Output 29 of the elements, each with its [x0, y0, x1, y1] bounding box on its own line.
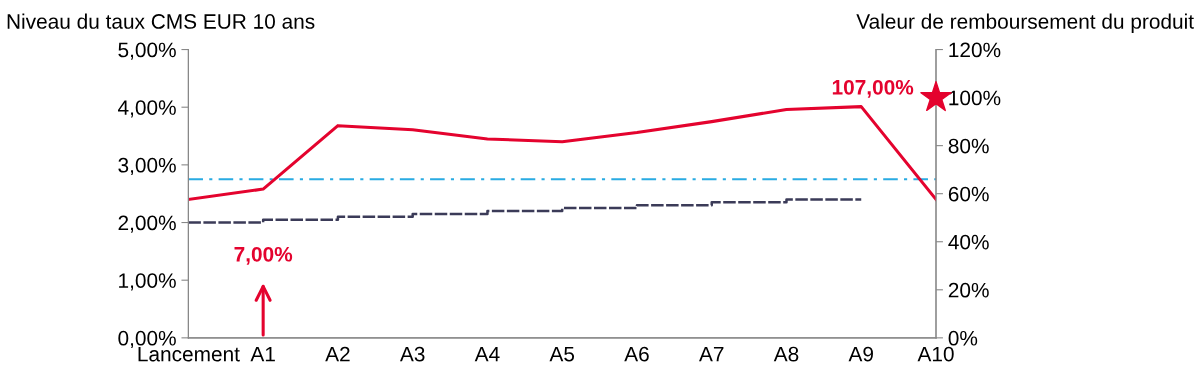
y2-tick-label: 20%	[948, 282, 989, 298]
y2-tick-label: 40%	[948, 234, 989, 250]
y-tick-label: 1,00%	[119, 273, 176, 291]
y2-axis-title: Valeur de remboursement du produit	[856, 13, 1194, 33]
x-tick-label: A2	[325, 346, 350, 362]
y-tick-label: 0,00%	[118, 330, 176, 349]
x-tick-label: A9	[848, 346, 873, 362]
x-tick-label: A8	[773, 346, 799, 362]
y-tick-label: 3,00%	[118, 157, 176, 176]
x-tick-label: A7	[699, 346, 724, 362]
y-tick-label: 4,00%	[118, 100, 176, 118]
y-tick-label: 5,00%	[118, 42, 176, 60]
y2-tick-label: 60%	[948, 186, 989, 202]
y2-tick-label: 120%	[949, 42, 1001, 58]
y-tick-label: 2,00%	[118, 215, 176, 233]
line-series	[188, 105, 936, 201]
y2-tick-label: 80%	[948, 138, 989, 154]
x-tick-label: A4	[474, 346, 500, 362]
annotation: 7,00%	[234, 246, 293, 265]
x-tick-label: Lancement	[138, 346, 240, 362]
y-axis-title: Niveau du taux CMS EUR 10 ans	[7, 13, 315, 29]
y2-tick-label: 0%	[948, 330, 978, 346]
x-tick-label: A10	[917, 346, 954, 362]
x-tick-label: A5	[549, 346, 575, 362]
x-tick-label: A1	[250, 346, 275, 362]
annotation: 107,00%	[832, 79, 914, 98]
y2-tick-label: 100%	[949, 90, 1001, 106]
x-tick-label: A6	[624, 346, 649, 362]
x-tick-label: A3	[399, 346, 425, 362]
